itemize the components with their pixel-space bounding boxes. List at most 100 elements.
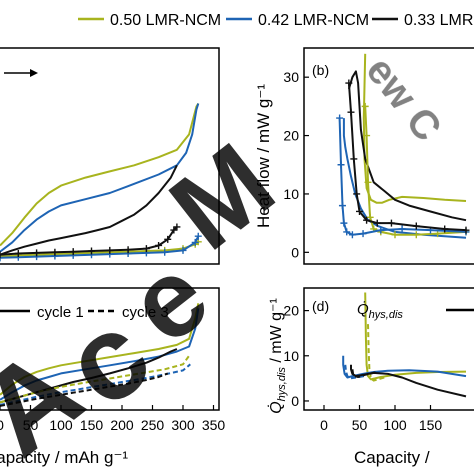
panel-b-ytick-label-3: 30	[283, 69, 299, 85]
panel-c-series-5-lmr033-dashed	[0, 372, 169, 407]
panel-b-series-3-marker-3	[366, 213, 374, 221]
panel-c-xtick-label-1: 50	[23, 417, 39, 433]
panel-a-series-3-marker-0	[0, 253, 4, 261]
panel-c-xtick-label-0: 0	[0, 417, 4, 433]
panel-d-ytick-label-0: 0	[291, 393, 299, 409]
panel-d-yticks: 0 10 20	[283, 303, 309, 409]
panel-a-series-5-marker-1	[14, 250, 22, 258]
panel-c-xtick-label-4: 200	[110, 417, 134, 433]
panel-d-ylabel-sub: hys,dis	[276, 367, 288, 402]
panel-b-series-5-marker-8	[412, 222, 420, 230]
panel-c-xticks: 0 50 100 150 200 250 300 350	[0, 405, 225, 433]
panel-b-label: (b)	[312, 62, 329, 78]
panel-b-ytick-label-1: 10	[283, 186, 299, 202]
panel-d-xtick-label-0: 0	[320, 417, 328, 433]
panel-a-series-5-marker-9	[155, 241, 163, 249]
panel-a-series-4-marker-12	[194, 232, 202, 240]
panel-b-series-4-marker-8	[398, 225, 406, 233]
panel-d-ytick-label-1: 10	[283, 348, 299, 364]
panel-a-series-5-marker-5	[88, 247, 95, 255]
panel-a-series-5-marker-2	[33, 249, 41, 257]
panel-c-plot	[0, 303, 200, 407]
panel-d-plot	[342, 292, 467, 398]
panel-b-series-4-marker-5	[348, 231, 356, 239]
panel-d-series-1-lmr050-dashed	[367, 324, 385, 382]
panel-d-ylabel-rest: / mW g⁻¹	[268, 298, 285, 367]
panel-d-ylabel: Q̇hys,dis / mW g⁻¹	[267, 298, 288, 414]
panel-d-series-5-lmr033-dashed	[351, 369, 378, 378]
panel-a-series-5-marker-0	[0, 251, 4, 259]
panel-b-series-4-marker-0	[336, 114, 344, 122]
panel-d-legend-main: Q̇	[357, 301, 369, 318]
panel-b-series-4-marker-1	[337, 161, 345, 169]
panel-b-series-5-marker-1	[347, 108, 355, 116]
panel-b-series-5-marker-3	[353, 190, 361, 198]
panel-a-series-5-marker-7	[124, 246, 132, 254]
panel-d-ytick-label-2: 20	[283, 303, 299, 319]
panel-d-xlabel: Capacity /	[354, 448, 430, 467]
panel-c-series-3-lmr050-dashed	[0, 353, 192, 404]
panel-b-ylabel: Heat flow / mW g⁻¹	[254, 84, 273, 228]
panel-b-series-5-marker-0	[345, 79, 353, 87]
top-legend: 0.50 LMR-NCM 0.42 LMR-NCM 0.33 LMR-NC	[78, 12, 474, 29]
panel-d-xtick-label-1: 50	[352, 417, 368, 433]
panel-a-series-5-marker-10	[164, 235, 172, 243]
panel-a-series-1-lmr042-solid	[0, 103, 200, 253]
panel-a-arrow	[4, 69, 38, 77]
panel-b-series-3-marker-2	[364, 178, 372, 186]
legend-cycle3-label: cycle 3	[122, 304, 169, 321]
panel-b-series-4-marker-6	[359, 230, 367, 238]
watermark-blue-1: ew C	[358, 49, 450, 150]
panel-d-frame	[303, 287, 474, 411]
panel-b-series-3-marker-7	[412, 231, 420, 239]
panel-a	[0, 47, 220, 265]
panel-a-series-5-marker-11	[170, 226, 178, 234]
panel-b-series-5-marker-9	[441, 225, 449, 233]
panel-a-series-2-lmr033-solid	[0, 164, 178, 256]
panel-a-series-4-marker-0	[0, 254, 4, 262]
panel-b-series-4-marker-3	[340, 219, 348, 227]
panel-d-legend: Q̇hys,dis	[357, 301, 474, 321]
panel-d-xticks: 0 50 100 150	[320, 405, 442, 433]
panel-b-yticks: 0 10 20 30	[283, 69, 309, 260]
panel-d-ylabel-main: Q̇	[267, 401, 285, 413]
legend-label-lmr050: 0.50 LMR-NCM	[110, 12, 221, 29]
panel-b-ytick-label-2: 20	[283, 128, 299, 144]
panel-b-series-3-marker-6	[391, 231, 399, 239]
panel-c: cycle 1 cycle 3 0 50 100 150 200 250 300 350 Ca…	[0, 287, 225, 467]
panel-c-xlabel: Capacity / mAh g⁻¹	[0, 448, 128, 467]
panel-c-series-0-lmr050-solid	[0, 303, 200, 396]
legend-cycle1-label: cycle 1	[37, 304, 84, 321]
panel-c-xtick-label-5: 250	[141, 417, 165, 433]
legend-label-lmr042: 0.42 LMR-NCM	[258, 12, 369, 29]
panel-d-series-0-lmr050-solid	[364, 292, 467, 381]
panel-b-series-4-marker-2	[338, 202, 346, 210]
panel-b-series-4-marker-4	[343, 228, 351, 236]
panel-a-frame	[0, 47, 220, 265]
panel-b-series-5-marker-4	[356, 207, 363, 215]
panel-a-series-5-marker-3	[51, 248, 59, 256]
panel-c-series-1-lmr042-solid	[0, 308, 200, 401]
legend-label-lmr033: 0.33 LMR-NC	[404, 12, 474, 29]
panel-c-frame	[0, 287, 220, 411]
panel-d-legend-text: Q̇hys,dis	[357, 301, 403, 321]
panel-a-series-4-marker-11	[191, 238, 199, 246]
panel-a-series-5-marker-6	[106, 246, 114, 254]
panel-c-xtick-label-2: 100	[49, 417, 73, 433]
panel-a-series-5-marker-8	[142, 245, 150, 253]
panel-b-series-3-marker-0	[361, 102, 369, 110]
panel-b-series-4-lmr042-cross	[338, 118, 467, 236]
panel-d-legend-sub: hys,dis	[369, 309, 404, 321]
panel-c-xtick-label-3: 150	[80, 417, 104, 433]
panel-b: (b) 0 10 20 30 Heat flow / mW g⁻¹	[254, 47, 474, 265]
panel-a-series-0-lmr050-solid	[0, 102, 200, 247]
panel-b-series-3-marker-1	[363, 132, 371, 140]
panel-a-series-4-marker-9	[161, 248, 169, 256]
panel-c-xtick-label-6: 300	[171, 417, 195, 433]
panel-d-xtick-label-3: 150	[419, 417, 443, 433]
panel-b-series-5-marker-5	[363, 216, 371, 224]
panel-b-series-4-marker-7	[377, 226, 385, 234]
panel-b-series-5-marker-6	[373, 219, 381, 227]
panel-c-xlabel-text: Capacity / mAh g⁻¹	[0, 448, 128, 467]
